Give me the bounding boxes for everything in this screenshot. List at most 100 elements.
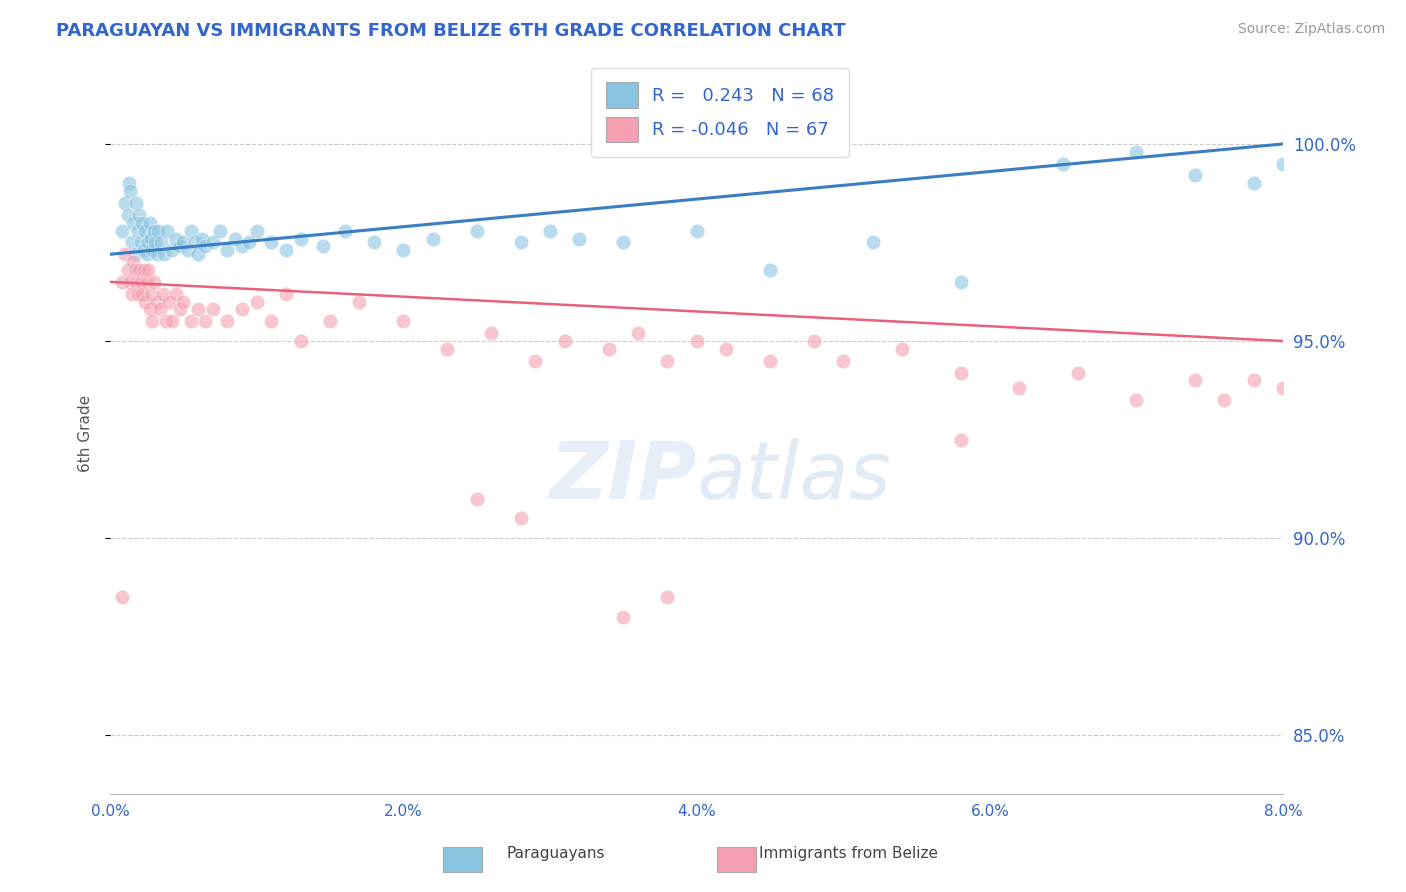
Point (150, 235, 173, 250)
Point (392, 244, 415, 258)
Point (208, 224, 231, 238)
Point (141, 244, 163, 258)
Point (657, 591, 679, 605)
Point (714, 342, 737, 356)
Point (187, 302, 209, 317)
Point (949, 275, 972, 289)
Point (125, 275, 148, 289)
Point (121, 235, 143, 250)
Point (125, 196, 148, 211)
Point (759, 263, 782, 277)
Point (245, 224, 267, 238)
Point (134, 294, 156, 309)
Point (129, 275, 152, 289)
Point (157, 294, 180, 309)
Point (184, 235, 207, 250)
Point (274, 244, 297, 258)
Point (136, 263, 159, 277)
Point (349, 294, 371, 309)
Point (231, 302, 253, 317)
Point (612, 235, 634, 250)
Point (152, 286, 174, 301)
Point (949, 366, 972, 380)
Point (509, 235, 531, 250)
Point (260, 235, 283, 250)
Point (194, 239, 217, 253)
Point (524, 353, 547, 368)
Point (1052, 156, 1074, 170)
Point (319, 314, 342, 328)
Point (231, 239, 253, 253)
Point (1286, 366, 1309, 380)
Point (111, 275, 134, 289)
Point (111, 224, 134, 238)
Point (685, 224, 707, 238)
Point (142, 224, 165, 238)
Point (128, 263, 150, 277)
Point (612, 610, 634, 624)
Point (120, 275, 142, 289)
Point (568, 231, 591, 245)
Text: atlas: atlas (696, 438, 891, 516)
Point (862, 235, 884, 250)
Point (238, 235, 260, 250)
Point (117, 263, 139, 277)
Point (134, 224, 156, 238)
Point (1301, 145, 1323, 159)
Point (803, 334, 825, 348)
Point (156, 224, 179, 238)
Point (136, 235, 159, 250)
Point (1286, 129, 1309, 144)
Point (131, 286, 153, 301)
Point (165, 286, 187, 301)
Point (832, 353, 855, 368)
Point (509, 511, 531, 525)
Point (392, 314, 415, 328)
Point (260, 314, 283, 328)
Point (1008, 381, 1031, 395)
Point (127, 224, 149, 238)
Point (333, 224, 356, 238)
Point (890, 342, 912, 356)
Point (479, 326, 502, 340)
Point (194, 314, 217, 328)
Point (1346, 381, 1368, 395)
Point (759, 353, 782, 368)
Point (1243, 177, 1265, 191)
Point (142, 275, 165, 289)
Point (129, 235, 152, 250)
Point (217, 244, 239, 258)
Point (538, 224, 561, 238)
Point (117, 208, 139, 222)
Point (148, 224, 170, 238)
Point (1067, 366, 1090, 380)
Text: ZIP: ZIP (550, 438, 696, 516)
Point (180, 314, 202, 328)
Point (201, 302, 224, 317)
Point (160, 244, 183, 258)
Point (160, 314, 183, 328)
Point (176, 244, 198, 258)
Point (465, 491, 488, 506)
Point (120, 184, 142, 198)
Point (135, 247, 157, 261)
Text: Immigrants from Belize: Immigrants from Belize (759, 846, 938, 861)
Point (149, 302, 172, 317)
Point (172, 294, 194, 309)
Point (1184, 373, 1206, 387)
Point (128, 208, 150, 222)
Point (165, 231, 187, 245)
Point (131, 216, 153, 230)
Point (121, 286, 143, 301)
Point (155, 314, 177, 328)
Point (422, 231, 444, 245)
Point (465, 224, 488, 238)
Point (124, 247, 146, 261)
Point (135, 275, 157, 289)
Point (153, 247, 176, 261)
Point (118, 177, 141, 191)
Point (201, 235, 224, 250)
Point (1125, 145, 1147, 159)
Point (180, 224, 202, 238)
Point (172, 235, 194, 250)
